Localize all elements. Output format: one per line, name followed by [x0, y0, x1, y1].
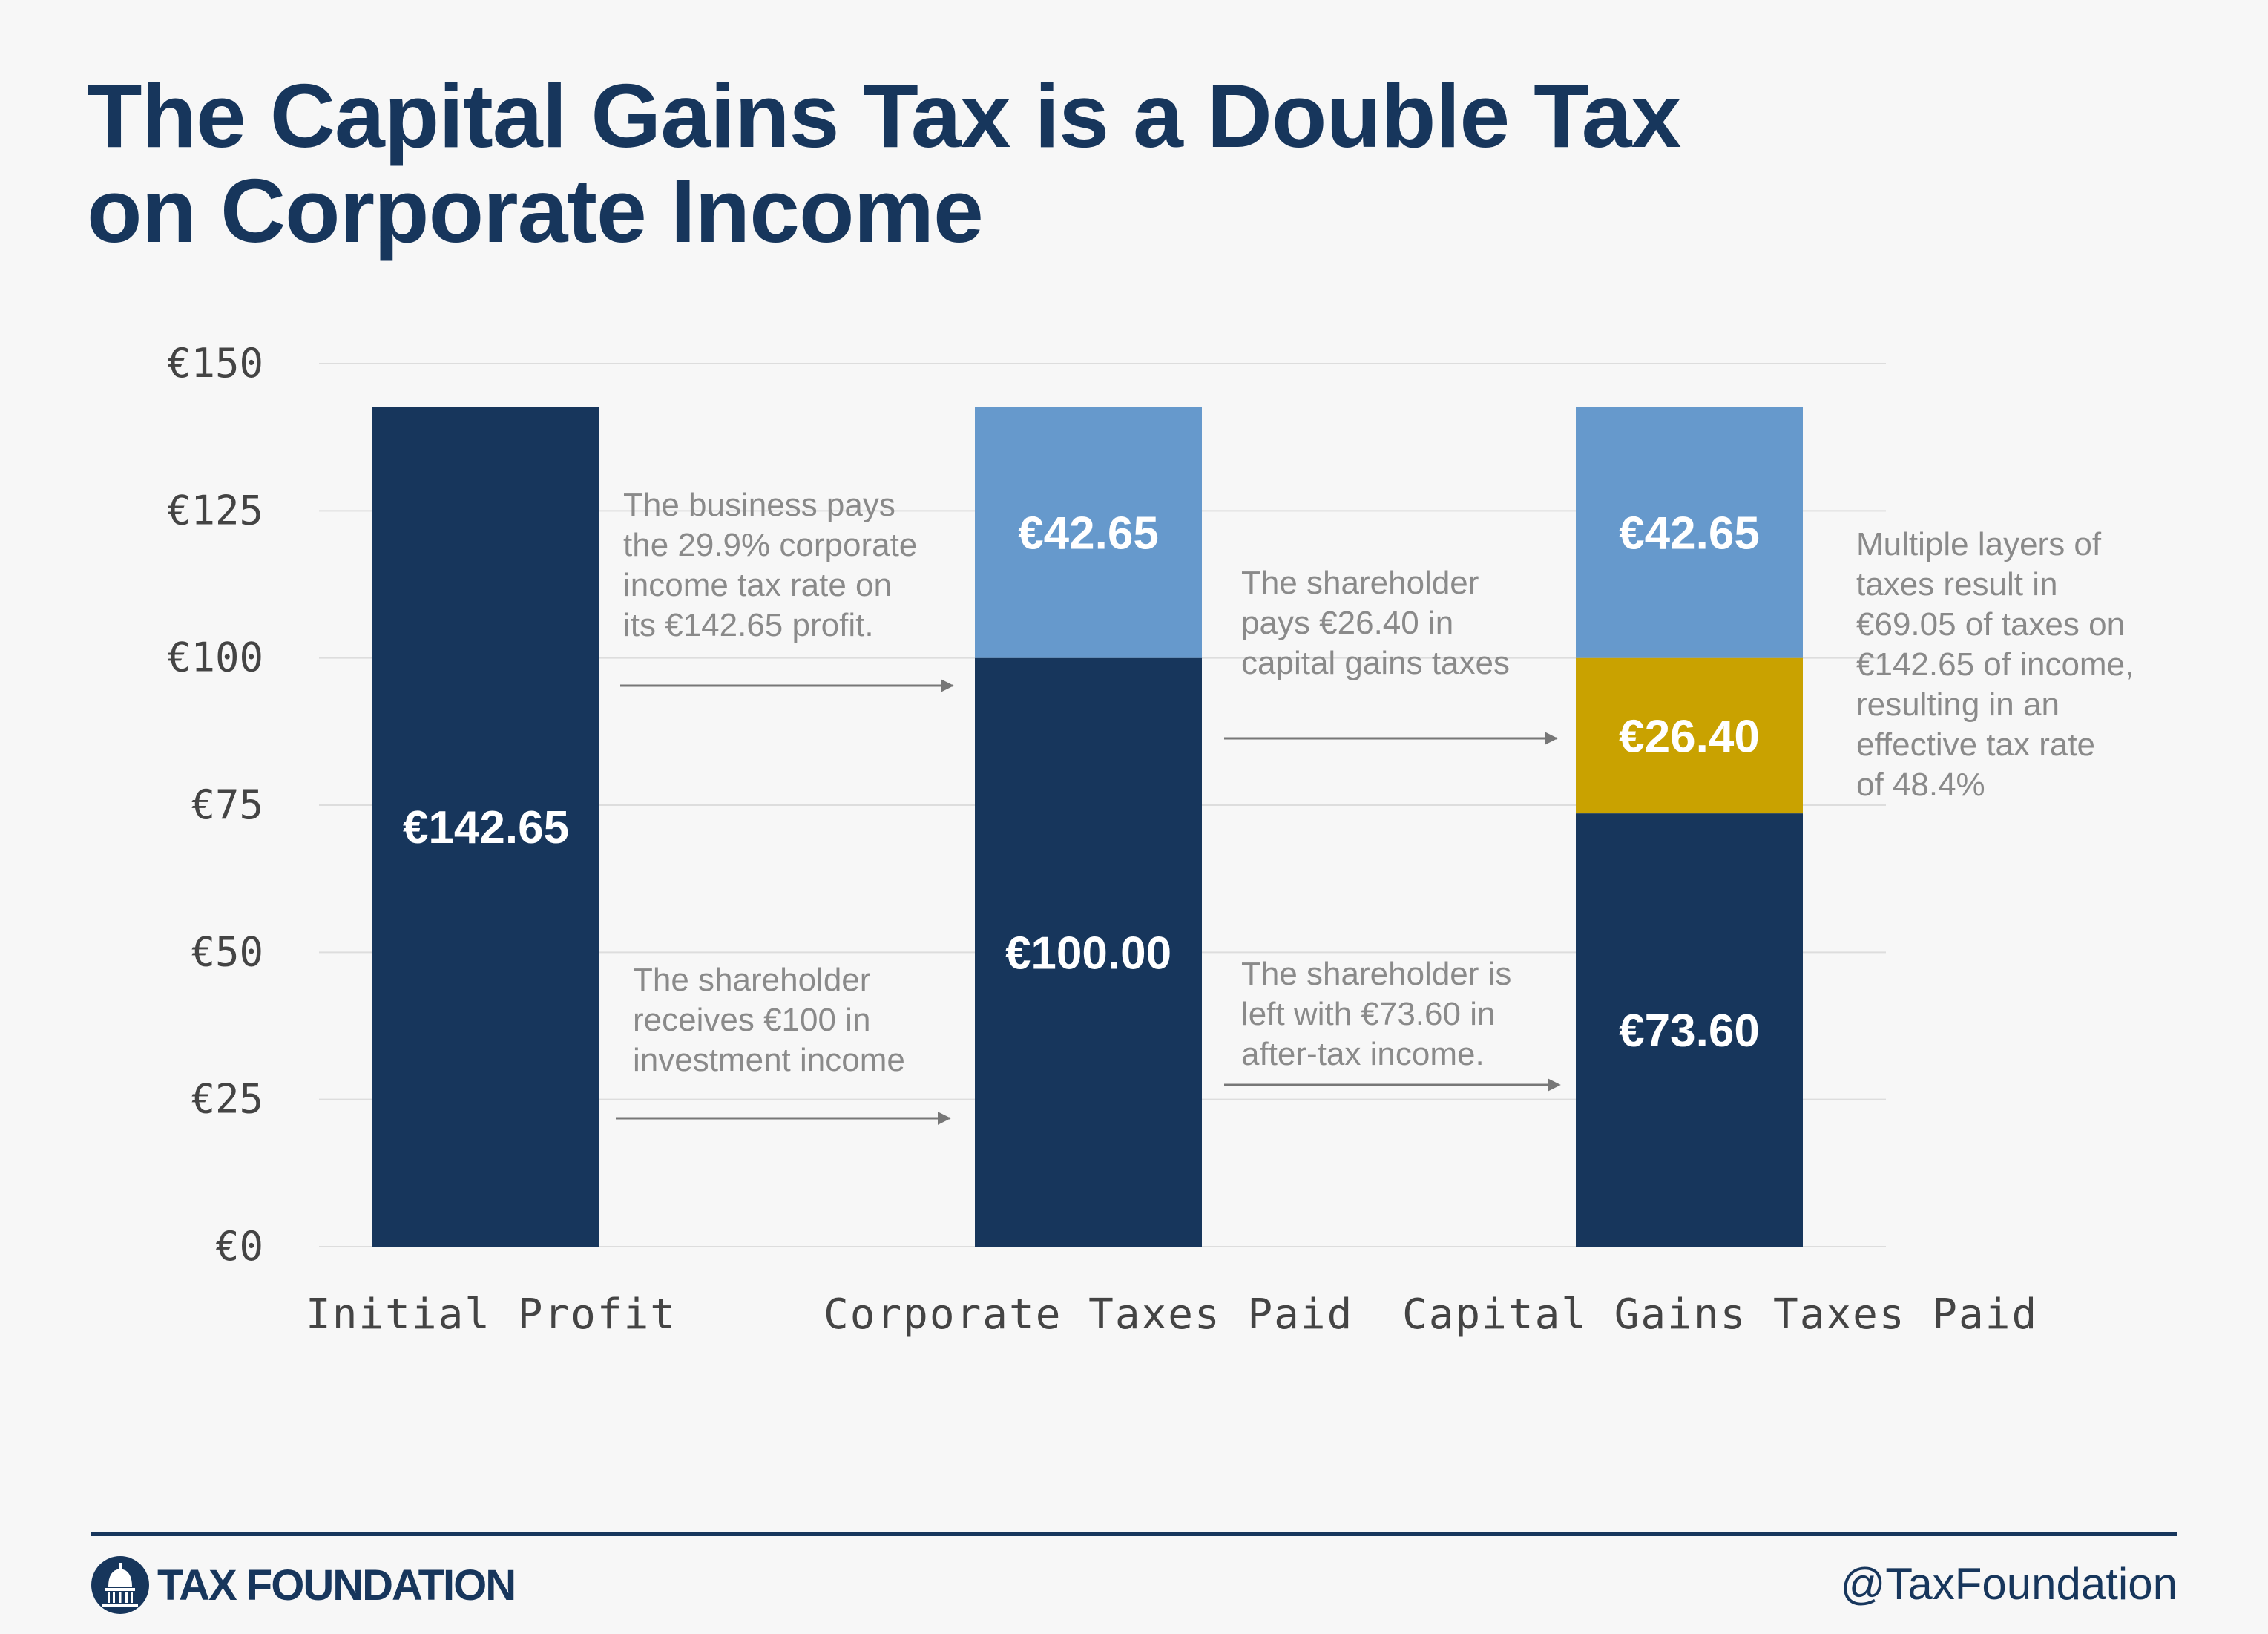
stacked-bar-chart: €0 €25 €50 €75 €100 €125 €150 €142.65 €100.00 €4…	[167, 340, 2134, 1339]
annotation-multiple-layers: Multiple layers of taxes result in €69.05 …	[1856, 526, 2134, 803]
annotation-shareholder-receives: The shareholder receives €100 in investmen…	[633, 962, 905, 1078]
annotation-business-pays: The business pays the 29.9% corporate inco…	[623, 487, 917, 643]
title-line-2: on Corporate Income	[87, 160, 984, 261]
x-axis: Initial Profit Corporate Taxes Paid Capita…	[306, 1290, 2038, 1339]
title-line-1: The Capital Gains Tax is a Double Tax	[87, 65, 1681, 166]
bar-segment	[1576, 657, 1803, 814]
y-tick-label: €125	[167, 487, 263, 534]
bar-value-label: €142.65	[403, 802, 569, 853]
bar-segment	[975, 407, 1202, 658]
y-axis: €0 €25 €50 €75 €100 €125 €150	[167, 340, 263, 1270]
footer-divider	[91, 1532, 2177, 1536]
bar-value-label: €26.40	[1619, 711, 1760, 762]
tax-foundation-logo[interactable]: TAX FOUNDATION	[91, 1555, 516, 1615]
bars: €142.65 €100.00 €42.65 €73.60 €26.40 €42.65	[372, 407, 1803, 1247]
bar-segment	[975, 657, 1202, 1247]
y-tick-label: €100	[167, 634, 263, 681]
annotations: The business pays the 29.9% corporate inco…	[616, 487, 2134, 1125]
bar-value-label: €42.65	[1619, 508, 1760, 559]
twitter-handle[interactable]: @TaxFoundation	[1840, 1559, 2177, 1609]
y-tick-label: €50	[191, 928, 263, 975]
bar-segment	[372, 407, 599, 1247]
annotation-shareholder-pays: The shareholder pays €26.40 in capital gai…	[1241, 565, 1510, 681]
y-tick-label: €25	[191, 1076, 263, 1123]
bar-segment	[1576, 407, 1803, 658]
capitol-dome-icon	[91, 1556, 149, 1614]
x-category-label: Corporate Taxes Paid	[824, 1290, 1353, 1339]
y-tick-label: €75	[191, 781, 263, 828]
brand-name: TAX FOUNDATION	[157, 1561, 516, 1610]
y-tick-label: €0	[215, 1223, 263, 1270]
annotation-shareholder-left: The shareholder is left with €73.60 in aft…	[1241, 956, 1511, 1072]
bar-value-label: €73.60	[1619, 1005, 1760, 1057]
page-title: The Capital Gains Tax is a Double Tax on…	[87, 65, 1681, 261]
bar-value-label: €42.65	[1018, 508, 1159, 559]
x-category-label: Initial Profit	[306, 1290, 677, 1339]
y-tick-label: €150	[167, 340, 263, 387]
bar-segment	[1576, 813, 1803, 1247]
bar-value-label: €100.00	[1005, 928, 1171, 979]
x-category-label: Capital Gains Taxes Paid	[1402, 1290, 2038, 1339]
